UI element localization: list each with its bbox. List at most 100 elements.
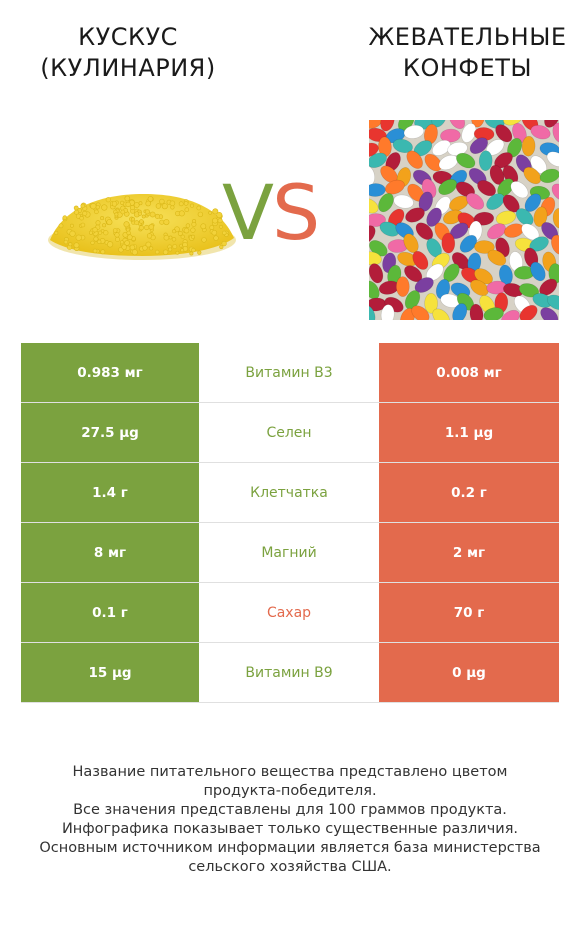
jelly-bean [486,193,505,210]
couscous-grain [79,215,84,221]
couscous-grain [178,210,185,217]
couscous-grain [155,203,162,209]
couscous-grain [129,244,136,251]
couscous-grain [94,209,99,215]
couscous-grain [124,240,130,246]
jelly-bean [515,208,534,226]
left-value: 1.4 г [21,463,199,522]
couscous-grain [219,224,223,229]
jelly-bean [487,249,507,266]
jelly-bean [369,197,379,214]
jelly-bean [431,139,451,156]
couscous-grain [105,197,111,203]
jelly-bean [406,150,423,169]
couscous-grain [106,241,114,248]
jelly-bean [501,309,520,320]
jelly-bean [369,152,387,168]
left-value: 27.5 µg [21,403,199,462]
couscous-grain [90,203,97,210]
jelly-bean [414,277,434,293]
jelly-bean [378,193,394,213]
couscous-grain [200,223,207,230]
jelly-bean [369,251,382,266]
jelly-bean [474,240,495,254]
table-row: 15 µg Витамин B9 0 µg [21,643,559,703]
jelly-bean [452,303,468,320]
couscous-grain [103,230,109,236]
couscous-grain [197,211,204,218]
jelly-bean [456,152,476,169]
couscous-grain [162,249,169,255]
couscous-grain [88,230,93,235]
couscous-grain [190,227,196,233]
jelly-bean [369,304,376,320]
jelly-bean [412,250,429,270]
jelly-bean [551,234,559,255]
couscous-grain [124,195,131,202]
couscous-grain [219,244,224,250]
jelly-bean [469,303,484,320]
couscous-grain [147,196,154,202]
couscous-grain [80,222,86,228]
couscous-grain [169,200,176,207]
couscous-grain [183,227,190,234]
couscous-grain [130,205,136,211]
couscous-grain [54,230,59,235]
jelly-bean [403,124,425,139]
couscous-grain [139,219,144,224]
couscous-grain [69,230,76,237]
nutrient-name: Сахар [199,583,379,642]
jelly-bean [510,181,529,199]
jelly-bean [424,293,438,314]
couscous-grain [111,201,118,207]
jelly-bean [551,183,559,201]
couscous-grain [216,211,223,218]
couscous-grain [126,230,131,236]
left-value: 15 µg [21,643,199,702]
couscous-grain [183,201,189,206]
couscous-grain [142,245,148,251]
couscous-grain [90,240,95,245]
couscous-grain [196,205,202,211]
couscous-grain [212,208,219,215]
couscous-grain [73,242,80,249]
couscous-grain [191,221,197,227]
nutrient-name: Клетчатка [199,463,379,522]
couscous-grain [144,209,150,215]
couscous-grain [63,239,69,245]
jelly-bean [546,151,559,167]
couscous-grain [92,227,98,233]
jelly-bean [521,135,536,157]
couscous-grain [180,248,185,253]
couscous-grain [68,242,73,247]
couscous-grain [161,203,168,210]
couscous-grain [131,217,136,222]
couscous-grain [115,236,121,242]
footer-line: Все значения представлены для 100 граммо… [73,802,507,818]
couscous-grain [189,251,194,256]
jelly-bean [405,207,425,223]
nutrient-name: Селен [199,403,379,462]
row-divider [21,402,559,403]
couscous-grain [171,237,177,242]
couscous-grain [134,220,140,226]
right-value: 0.008 мг [379,343,559,402]
jelly-bean [540,307,559,320]
jelly-bean [478,150,493,171]
left-value: 0.1 г [21,583,199,642]
jelly-bean [471,120,485,128]
couscous-grain [197,250,202,255]
jelly-bean [530,261,546,282]
couscous-grain [96,239,102,245]
couscous-grain [141,214,146,219]
comparison-table: 0.983 мг Витамин B3 0.008 мг 27.5 µg Сел… [21,343,559,703]
couscous-grain [137,211,142,216]
couscous-grain [131,249,138,256]
couscous-grain [125,201,131,208]
jelly-bean [440,128,461,143]
footer-line: Название питательного вещества представл… [72,764,508,799]
jelly-bean [539,168,559,184]
couscous-grain [189,203,195,208]
vs-v: V [222,168,274,257]
couscous-grain [106,219,113,226]
